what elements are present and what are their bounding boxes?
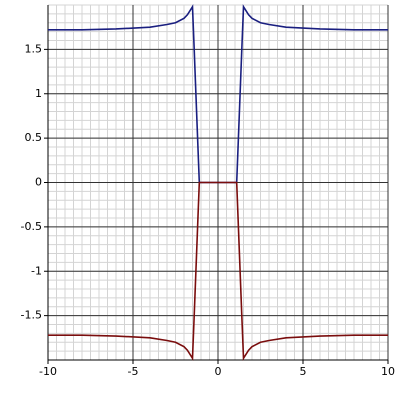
x-tick-label: 0	[215, 365, 222, 378]
y-tick-label: 1.5	[25, 42, 43, 55]
x-tick-label: 5	[300, 365, 307, 378]
x-tick-label: 10	[381, 365, 395, 378]
y-tick-label: 0.5	[25, 131, 43, 144]
data-line	[48, 181, 388, 361]
y-tick-label: 1	[35, 87, 42, 100]
y-tick-label: -0.5	[21, 220, 42, 233]
x-tick-label: -10	[39, 365, 57, 378]
y-tick-label: -1.5	[21, 309, 42, 322]
y-tick-label: -1	[31, 264, 42, 277]
y-tick-label: 0	[35, 176, 42, 189]
x-tick-label: -5	[128, 365, 139, 378]
